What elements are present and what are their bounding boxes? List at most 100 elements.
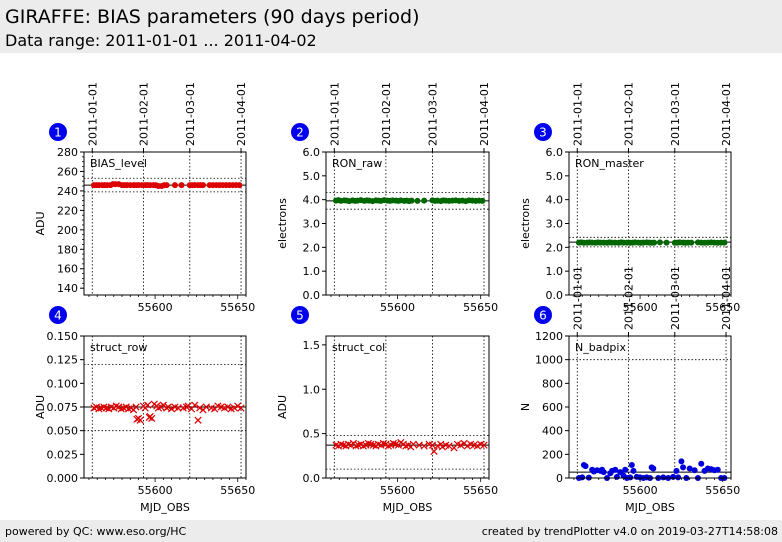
data-point xyxy=(714,466,721,473)
y-tick-label: 0.125 xyxy=(47,354,79,367)
data-point xyxy=(237,404,245,412)
x-axis-label: MJD_OBS xyxy=(625,501,675,514)
data-point xyxy=(678,458,685,465)
data-point xyxy=(409,440,417,448)
data-point xyxy=(691,467,698,474)
y-axis-label: ADU xyxy=(34,395,47,419)
data-point xyxy=(420,442,428,450)
y-tick-label: 0.0 xyxy=(546,289,564,302)
data-point xyxy=(230,404,239,412)
panel-label: RON_raw xyxy=(332,157,382,170)
y-tick-label: 200 xyxy=(57,224,78,237)
data-point xyxy=(171,182,178,189)
chart-panel-4: 0.000 0.025 0.050 0.075 0.100 0.125 0.150 55600… xyxy=(34,306,255,514)
panel-number-badge xyxy=(291,306,309,324)
data-point xyxy=(612,466,619,473)
y-tick-label: 2.0 xyxy=(546,241,564,254)
top-date-label: 2011-02-01 xyxy=(623,266,636,330)
panel-number-label: 4 xyxy=(54,309,62,323)
data-point xyxy=(675,474,682,481)
axes-frame xyxy=(568,335,732,479)
top-date-label: 2011-03-01 xyxy=(669,266,682,330)
data-point xyxy=(628,461,635,468)
data-point xyxy=(686,465,693,472)
data-point xyxy=(367,440,375,448)
footer-created-by: created by trendPlotter v4.0 on 2019-03-… xyxy=(481,525,778,538)
y-tick-label: 4.0 xyxy=(546,194,564,207)
data-point xyxy=(430,447,438,455)
panel-number-badge xyxy=(49,123,67,141)
top-date-label: 2011-03-01 xyxy=(184,82,197,146)
panel-number-label: 2 xyxy=(296,126,304,140)
top-date-label: 2011-01-01 xyxy=(86,82,99,146)
y-tick-label: 0.100 xyxy=(47,377,79,390)
y-axis-label: ADU xyxy=(276,395,289,419)
data-point xyxy=(480,441,488,449)
y-tick-label: 0.000 xyxy=(47,472,79,485)
top-date-label: 2011-02-01 xyxy=(623,82,636,146)
date-range-subtitle: Data range: 2011-01-01 ... 2011-04-02 xyxy=(5,31,317,50)
x-tick-label: 55650 xyxy=(705,484,740,497)
x-tick-label: 55600 xyxy=(138,301,173,314)
x-tick-label: 55600 xyxy=(380,484,415,497)
top-date-label: 2011-04-01 xyxy=(720,82,733,146)
axes-frame xyxy=(83,151,247,296)
y-tick-label: 0.025 xyxy=(47,448,79,461)
data-point xyxy=(630,467,637,474)
top-date-label: 2011-04-01 xyxy=(235,82,248,146)
y-tick-label: 200 xyxy=(542,448,563,461)
data-point xyxy=(656,239,663,246)
panel-number-badge xyxy=(534,306,552,324)
data-point xyxy=(582,463,589,470)
axes-frame xyxy=(568,151,732,296)
top-date-label: 2011-01-01 xyxy=(571,82,584,146)
data-point xyxy=(148,414,156,422)
data-point xyxy=(651,239,658,246)
y-tick-label: 0.150 xyxy=(47,330,79,343)
panel-label: BIAS_level xyxy=(90,157,147,170)
chart-panel-3: 0.0 1.0 2.0 3.0 4.0 5.0 6.0 55600 55650 2011-01-0… xyxy=(519,82,740,314)
top-date-label: 2011-01-01 xyxy=(328,82,341,146)
y-axis-label: ADU xyxy=(34,211,47,235)
data-point xyxy=(196,404,204,412)
panel-label: struct_col xyxy=(332,341,385,354)
data-point xyxy=(414,197,421,204)
data-point xyxy=(673,467,680,474)
panel-number-badge xyxy=(49,306,67,324)
data-point xyxy=(164,403,172,411)
data-point xyxy=(194,416,202,424)
axes-frame xyxy=(325,335,490,479)
top-date-label: 2011-03-01 xyxy=(426,82,439,146)
data-point xyxy=(236,182,243,189)
panel-number-label: 3 xyxy=(539,126,547,140)
panel-number-badge xyxy=(291,123,309,141)
data-point xyxy=(178,182,185,189)
data-point xyxy=(392,440,400,448)
y-tick-label: 1000 xyxy=(535,354,563,367)
y-tick-label: 800 xyxy=(542,377,563,390)
y-tick-label: 4.0 xyxy=(303,194,321,207)
y-tick-label: 260 xyxy=(57,165,78,178)
data-point xyxy=(421,197,428,204)
footer-bar: powered by QC: www.eso.org/HC created by… xyxy=(0,520,782,542)
y-tick-label: 180 xyxy=(57,243,78,256)
chart-panel-1: 140 160 180 200 220 240 260 280 55600 55650 2011-0… xyxy=(34,82,255,314)
chart-panel-5: 0.0 0.5 1.0 1.5 55600 55650 struct_col ADU MJD_O… xyxy=(276,306,498,514)
data-point xyxy=(479,197,486,204)
panel-number-label: 1 xyxy=(54,126,62,140)
data-point xyxy=(337,440,345,448)
y-tick-label: 3.0 xyxy=(303,218,321,231)
x-tick-label: 55650 xyxy=(220,301,255,314)
panel-label: RON_master xyxy=(575,157,644,170)
y-axis-label: electrons xyxy=(519,198,532,249)
data-point xyxy=(359,442,368,450)
top-date-label: 2011-01-01 xyxy=(571,266,584,330)
y-tick-label: 240 xyxy=(57,185,78,198)
x-tick-label: 55600 xyxy=(380,301,415,314)
data-point xyxy=(384,442,392,450)
x-tick-label: 55650 xyxy=(463,484,498,497)
y-tick-label: 6.0 xyxy=(303,146,321,159)
panel-label: struct_row xyxy=(90,341,147,354)
data-point xyxy=(721,239,728,246)
data-point xyxy=(163,182,170,189)
